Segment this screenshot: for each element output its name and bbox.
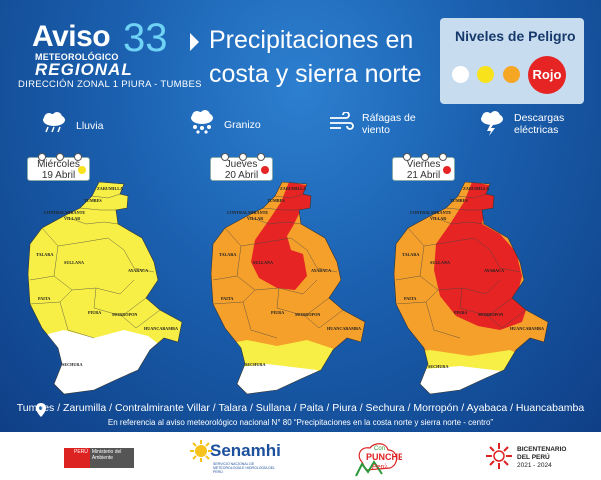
reference-note: En referencia al aviso meteorológico nac…	[107, 418, 494, 427]
map-label-paita: PAITA	[404, 296, 416, 301]
peru-shield-icon	[64, 448, 72, 468]
senamhi-sun-icon	[190, 440, 212, 462]
map-label-talara: TALARA	[36, 252, 53, 257]
map-label-piura: PIURA	[88, 310, 101, 315]
title-line-1: Precipitaciones en	[209, 26, 414, 54]
map-label-zarumilla: ZARUMILLA	[280, 186, 306, 191]
day-name: Viernes	[406, 159, 441, 170]
con-punche-peru-logo: Con PUNCHE Perú	[355, 443, 402, 477]
senamhi-subtitle: SERVICIO NACIONAL DE METEOROLOGÍA E HIDR…	[213, 462, 275, 474]
peru-text: Perú	[372, 464, 387, 471]
map-label-contralmirante: CONTRALMIRANTE	[44, 210, 85, 215]
bicentenario-logo-icon	[486, 443, 512, 469]
map-label-tumbes: TUMBES	[450, 198, 468, 203]
day-level-dot	[261, 166, 269, 174]
level-red-badge: Rojo	[528, 56, 566, 94]
day-tag-miercoles: Miércoles 19 Abril	[27, 153, 90, 181]
map-label-morropon: MORROPON	[478, 312, 503, 317]
ministerio-label: Ministerio del Ambiente	[89, 448, 134, 468]
legend-descargas-1: Descargas	[514, 112, 565, 124]
del-peru-label: DEL PERÚ	[517, 454, 550, 461]
danger-levels-title: Niveles de Peligro	[455, 28, 576, 44]
wind-icon	[330, 112, 354, 130]
map-label-sechura: SECHURA	[428, 364, 448, 369]
map-label-tumbes: TUMBES	[267, 198, 285, 203]
map-label-contralmirante: CONTRALMIRANTE	[410, 210, 451, 215]
map-label-paita: PAITA	[38, 296, 50, 301]
meteorologico-label: METEOROLÓGICO	[35, 52, 119, 62]
day-tag-viernes: Viernes 21 Abril	[392, 153, 455, 181]
map-label-sullana: SULLANA	[430, 260, 450, 265]
regional-label: REGIONAL	[35, 60, 133, 79]
map-label-villar: VILLAR	[247, 216, 264, 221]
map-label-villar: VILLAR	[64, 216, 81, 221]
bicentenario-text: BICENTENARIO DEL PERÚ 2021 - 2024	[517, 446, 566, 470]
day-date: 19 Abril	[41, 170, 76, 181]
map-label-ayabaca: AYABACA	[484, 268, 504, 273]
map-label-piura: PIURA	[271, 310, 284, 315]
con-text: Con	[374, 446, 385, 452]
map-label-ayabaca: AYABACA	[128, 268, 148, 273]
map-label-sechura: SECHURA	[62, 362, 82, 367]
map-miercoles: ZARUMILLA TUMBES CONTRALMIRANTE VILLAR T…	[27, 181, 183, 395]
day-date: 20 Abril	[224, 170, 259, 181]
map-label-sullana: SULLANA	[64, 260, 84, 265]
legend-rafagas-2: viento	[362, 124, 391, 136]
senamhi-logo-text: Senamhi	[210, 441, 281, 460]
bicentenario-years: 2021 - 2024	[517, 462, 552, 469]
bicentenario-label: BICENTENARIO	[517, 446, 567, 453]
day-name: Jueves	[225, 159, 258, 170]
map-viernes: ZARUMILLA TUMBES CONTRALMIRANTE VILLAR T…	[393, 181, 549, 395]
day-tag-jueves: Jueves 20 Abril	[210, 153, 273, 181]
location-pin-icon	[36, 403, 46, 417]
map-label-tumbes: TUMBES	[84, 198, 102, 203]
lightning-icon	[481, 111, 503, 136]
map-label-sechura: SECHURA	[245, 362, 265, 367]
peru-label: PERÚ	[72, 448, 90, 468]
title-arrow-icon	[190, 33, 199, 51]
ministerio-logo: PERÚ Ministerio del Ambiente	[64, 448, 134, 468]
map-label-villar: VILLAR	[430, 216, 447, 221]
level-yellow-dot	[477, 66, 494, 83]
map-jueves: ZARUMILLA TUMBES CONTRALMIRANTE VILLAR T…	[210, 181, 366, 395]
aviso-number: 33	[123, 16, 168, 60]
level-white-dot	[452, 66, 469, 83]
map-label-morropon: MORROPON	[295, 312, 320, 317]
hail-icon	[191, 110, 213, 134]
level-orange-dot	[503, 66, 520, 83]
punche-text: PUNCHE	[366, 452, 402, 462]
locations-list: Tumbes / Zarumilla / Contralmirante Vill…	[16, 402, 585, 414]
rain-icon	[43, 112, 65, 133]
day-date: 21 Abril	[406, 170, 441, 181]
map-label-piura: PIURA	[454, 310, 467, 315]
map-label-huancabamba: HUANCABAMBA	[327, 326, 361, 331]
map-label-paita: PAITA	[221, 296, 233, 301]
legend-granizo: Granizo	[224, 119, 261, 131]
legend-lluvia: Lluvia	[76, 120, 104, 132]
map-label-ayabaca: AYABACA	[311, 268, 331, 273]
map-label-sullana: SULLANA	[253, 260, 273, 265]
map-label-huancabamba: HUANCABAMBA	[510, 326, 544, 331]
day-level-dot	[78, 166, 86, 174]
map-label-huancabamba: HUANCABAMBA	[144, 326, 178, 331]
map-label-zarumilla: ZARUMILLA	[463, 186, 489, 191]
title-line-2: costa y sierra norte	[209, 60, 422, 88]
map-label-contralmirante: CONTRALMIRANTE	[227, 210, 268, 215]
day-level-dot	[443, 166, 451, 174]
day-name: Miércoles	[37, 159, 80, 170]
map-label-morropon: MORROPON	[112, 312, 137, 317]
legend-descargas-2: eléctricas	[514, 124, 559, 136]
direccion-zonal: DIRECCIÓN ZONAL 1 PIURA - TUMBES	[18, 79, 202, 90]
aviso-title: Aviso	[32, 20, 111, 53]
map-label-talara: TALARA	[219, 252, 236, 257]
legend-rafagas-1: Ráfagas de	[362, 112, 416, 124]
map-label-zarumilla: ZARUMILLA	[97, 186, 123, 191]
map-label-talara: TALARA	[402, 252, 419, 257]
